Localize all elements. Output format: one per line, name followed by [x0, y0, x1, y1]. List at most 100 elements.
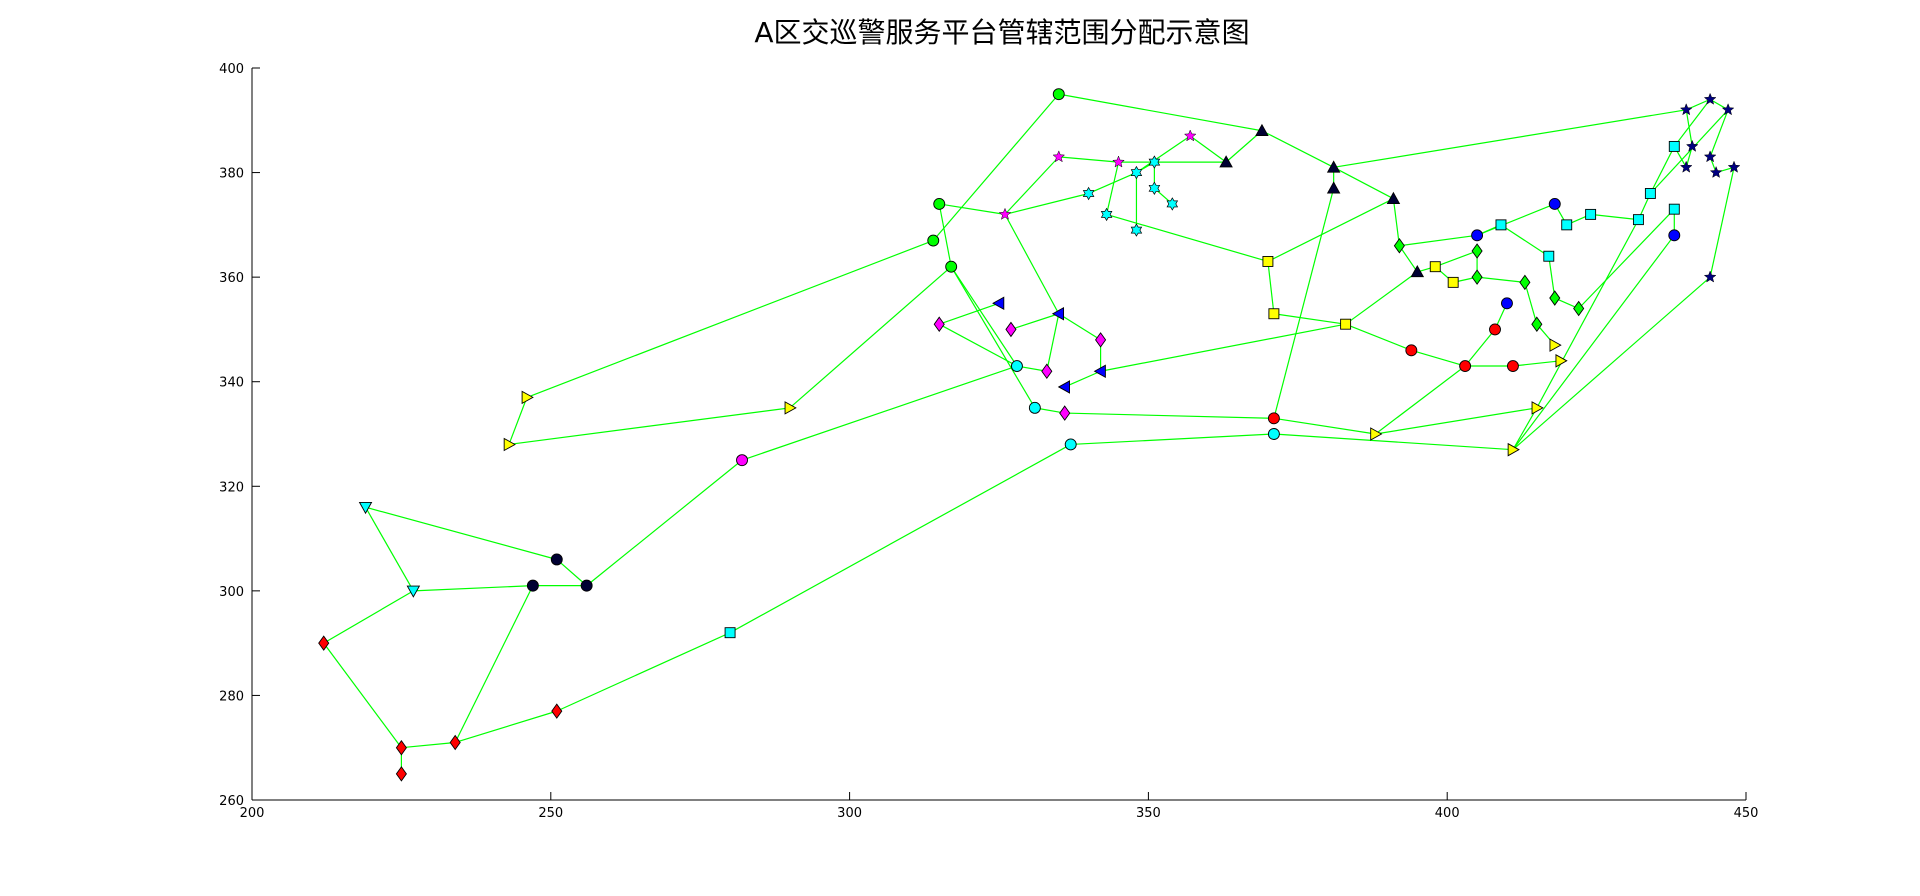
edge-line [1345, 271, 1418, 325]
point-tri-right [1531, 401, 1544, 415]
point-tri-right [1507, 442, 1520, 457]
edge-line [556, 559, 588, 587]
point-circle [550, 553, 563, 566]
point-diamond [1041, 363, 1053, 380]
point-circle [1471, 229, 1484, 242]
point-tri-up [1219, 155, 1233, 168]
edge-line [1273, 433, 1513, 451]
point-square [1340, 318, 1352, 330]
edge-line [1345, 323, 1412, 351]
edge-line [1010, 313, 1059, 330]
point-circle [1064, 438, 1077, 451]
point-diamond [1573, 300, 1585, 317]
edge-line [1673, 99, 1711, 147]
point-tri-left [1093, 364, 1106, 379]
edge-line [365, 506, 414, 592]
edge-line [1273, 188, 1335, 419]
point-circle [1548, 197, 1561, 210]
point-diamond [1471, 243, 1483, 259]
edge-line [526, 239, 934, 398]
point-hexagram [1148, 181, 1161, 195]
point-circle [945, 260, 958, 273]
point-tri-down [358, 501, 373, 515]
point-square [1561, 219, 1573, 231]
point-diamond [933, 316, 945, 332]
edge-line [741, 365, 1018, 461]
point-tri-up [1255, 123, 1269, 136]
point-tri-up [1410, 264, 1425, 278]
point-diamond [449, 734, 461, 751]
edge-line [1375, 365, 1466, 435]
x-tick-label: 200 [240, 806, 265, 821]
edge-line [729, 443, 1072, 634]
edge-line [508, 397, 528, 445]
edge-line [1273, 417, 1376, 435]
x-tick-label: 300 [837, 806, 862, 821]
point-circle [1028, 401, 1041, 414]
edge-line [950, 266, 1018, 367]
point-tri-right [521, 390, 534, 405]
edge-line [938, 203, 952, 267]
edge-line [1685, 109, 1693, 147]
point-diamond [1005, 321, 1017, 338]
point-tri-up [1326, 181, 1341, 194]
edge-line [1435, 250, 1478, 268]
edge-line [455, 710, 557, 744]
edge-line [1273, 313, 1346, 325]
point-square [1447, 276, 1459, 288]
x-tick-label: 250 [538, 806, 563, 821]
point-circle [1267, 412, 1280, 425]
point-circle [1010, 360, 1023, 372]
edge-line [1064, 370, 1101, 388]
point-hexagram [1166, 197, 1179, 211]
y-tick-label: 340 [219, 376, 244, 391]
edge-line [1004, 192, 1089, 215]
point-circle [1489, 323, 1501, 336]
edge-line [1548, 256, 1556, 299]
point-square [1644, 188, 1656, 199]
edge-line [1392, 198, 1400, 246]
edge-line [323, 590, 414, 644]
point-star [1709, 165, 1723, 178]
edge-line [556, 632, 731, 712]
point-tri-right [1549, 338, 1562, 352]
point-tri-up [1386, 191, 1401, 204]
point-star [1703, 270, 1717, 283]
point-square [1543, 250, 1555, 262]
edge-line [508, 407, 790, 446]
point-star [998, 207, 1012, 220]
point-diamond [1549, 290, 1561, 306]
edge-line [1512, 234, 1675, 451]
point-square [1268, 308, 1280, 320]
point-hexagram [1100, 207, 1113, 222]
point-square [1668, 203, 1680, 215]
point-circle [1501, 297, 1513, 310]
point-diamond [1393, 237, 1405, 254]
edge-line [1536, 219, 1639, 409]
edge-line [1046, 313, 1060, 372]
edge-line [401, 741, 456, 749]
edge-line [586, 459, 743, 587]
point-diamond [551, 703, 563, 719]
edge-line [1333, 166, 1394, 200]
point-square [1668, 140, 1680, 152]
edge-line [1398, 245, 1418, 273]
point-tri-right [503, 437, 516, 452]
point-circle [1459, 360, 1472, 372]
point-circle [1405, 344, 1418, 357]
point-diamond [395, 739, 407, 756]
point-star [1052, 150, 1066, 163]
point-star [1727, 160, 1741, 173]
edge-line [1709, 109, 1729, 158]
point-circle [927, 234, 940, 247]
point-star [1679, 103, 1693, 116]
point-square [724, 627, 736, 639]
point-square [1495, 219, 1507, 231]
point-star [1721, 103, 1735, 116]
point-diamond [1095, 332, 1107, 348]
edge-line [413, 585, 533, 592]
edge-line [1064, 412, 1274, 419]
edge-line [1512, 276, 1711, 451]
edge-line [365, 506, 557, 561]
edge-line [1649, 109, 1729, 194]
